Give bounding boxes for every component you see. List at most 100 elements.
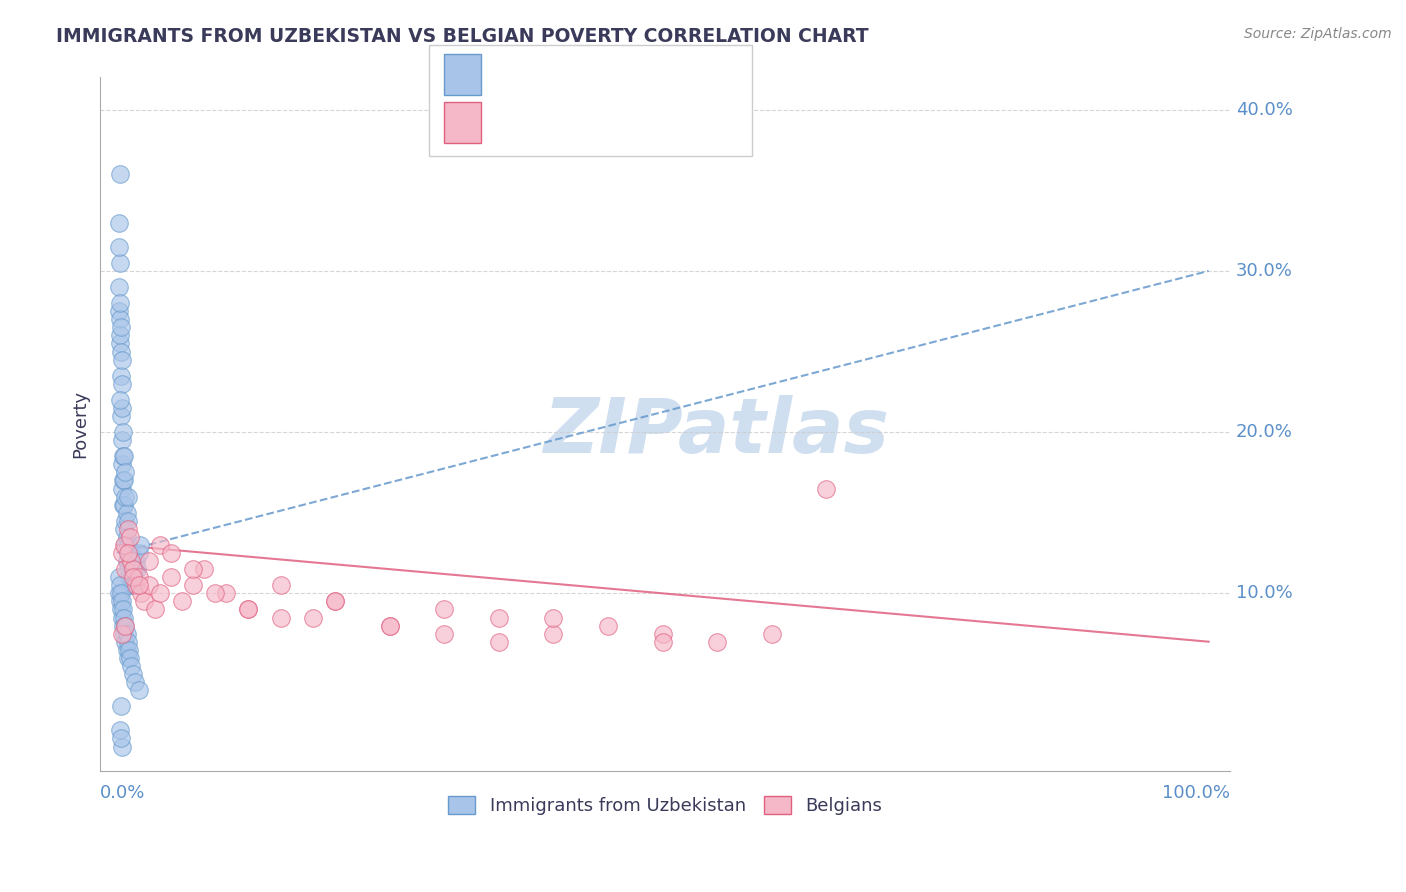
Point — [128, 683, 150, 698]
Point — [112, 602, 135, 616]
Point — [112, 610, 135, 624]
Point — [128, 578, 150, 592]
Point — [378, 618, 401, 632]
Point — [110, 320, 132, 334]
Point — [117, 650, 139, 665]
Point — [111, 610, 134, 624]
Point — [114, 514, 136, 528]
Point — [117, 522, 139, 536]
Point — [651, 626, 673, 640]
Point — [108, 392, 131, 407]
Point — [111, 739, 134, 754]
Point — [112, 474, 135, 488]
Point — [114, 466, 136, 480]
Point — [112, 474, 135, 488]
Point — [149, 586, 172, 600]
Point — [120, 659, 142, 673]
Point — [110, 344, 132, 359]
Text: IMMIGRANTS FROM UZBEKISTAN VS BELGIAN POVERTY CORRELATION CHART: IMMIGRANTS FROM UZBEKISTAN VS BELGIAN PO… — [56, 27, 869, 45]
Point — [204, 586, 226, 600]
Point — [124, 562, 146, 576]
Point — [108, 586, 131, 600]
Legend: Immigrants from Uzbekistan, Belgians: Immigrants from Uzbekistan, Belgians — [439, 787, 891, 824]
Point — [761, 626, 783, 640]
Point — [110, 731, 132, 746]
Point — [112, 498, 135, 512]
Point — [112, 538, 135, 552]
Point — [122, 578, 145, 592]
Point — [114, 562, 136, 576]
Point — [114, 618, 136, 632]
Point — [108, 240, 131, 254]
Point — [115, 642, 138, 657]
Point — [112, 522, 135, 536]
Point — [125, 554, 148, 568]
Point — [115, 530, 138, 544]
Point — [112, 626, 135, 640]
Point — [160, 570, 183, 584]
Point — [651, 634, 673, 648]
Y-axis label: Poverty: Poverty — [72, 390, 89, 458]
Point — [270, 610, 292, 624]
Point — [127, 562, 149, 576]
Point — [433, 626, 456, 640]
Text: Source: ZipAtlas.com: Source: ZipAtlas.com — [1244, 27, 1392, 41]
Point — [118, 650, 141, 665]
Text: 20.0%: 20.0% — [1236, 423, 1292, 442]
Point — [108, 215, 131, 229]
Point — [128, 538, 150, 552]
Point — [112, 425, 135, 439]
Point — [706, 634, 728, 648]
Point — [138, 578, 160, 592]
Point — [193, 562, 215, 576]
Point — [160, 546, 183, 560]
Text: R =  0.032   N = 82: R = 0.032 N = 82 — [488, 64, 695, 83]
Point — [149, 538, 172, 552]
Point — [270, 578, 292, 592]
Point — [815, 482, 838, 496]
Text: R = -0.162   N = 50: R = -0.162 N = 50 — [488, 113, 696, 132]
Point — [543, 626, 565, 640]
Point — [302, 610, 325, 624]
Point — [121, 578, 143, 592]
Point — [108, 304, 131, 318]
Point — [111, 482, 134, 496]
Point — [115, 626, 138, 640]
Point — [114, 490, 136, 504]
Point — [433, 602, 456, 616]
Point — [114, 538, 136, 552]
Point — [132, 594, 155, 608]
Point — [129, 586, 152, 600]
Point — [110, 699, 132, 714]
Point — [323, 594, 346, 608]
Point — [124, 675, 146, 690]
Point — [111, 458, 134, 472]
Point — [111, 401, 134, 415]
Point — [114, 618, 136, 632]
Point — [108, 328, 131, 343]
Point — [117, 562, 139, 576]
Point — [128, 570, 150, 584]
Point — [108, 280, 131, 294]
Point — [112, 498, 135, 512]
Text: 10.0%: 10.0% — [1236, 584, 1292, 602]
Point — [138, 554, 160, 568]
Point — [111, 626, 134, 640]
Text: 0.0%: 0.0% — [100, 783, 146, 802]
Point — [112, 450, 135, 464]
Point — [115, 554, 138, 568]
Point — [143, 602, 166, 616]
Point — [108, 578, 131, 592]
Point — [111, 546, 134, 560]
Point — [122, 570, 145, 584]
Point — [378, 618, 401, 632]
Point — [108, 256, 131, 270]
Point — [181, 578, 204, 592]
Point — [118, 554, 141, 568]
Point — [111, 594, 134, 608]
Point — [110, 368, 132, 383]
Point — [117, 546, 139, 560]
Point — [112, 618, 135, 632]
Point — [118, 642, 141, 657]
Text: 100.0%: 100.0% — [1163, 783, 1230, 802]
